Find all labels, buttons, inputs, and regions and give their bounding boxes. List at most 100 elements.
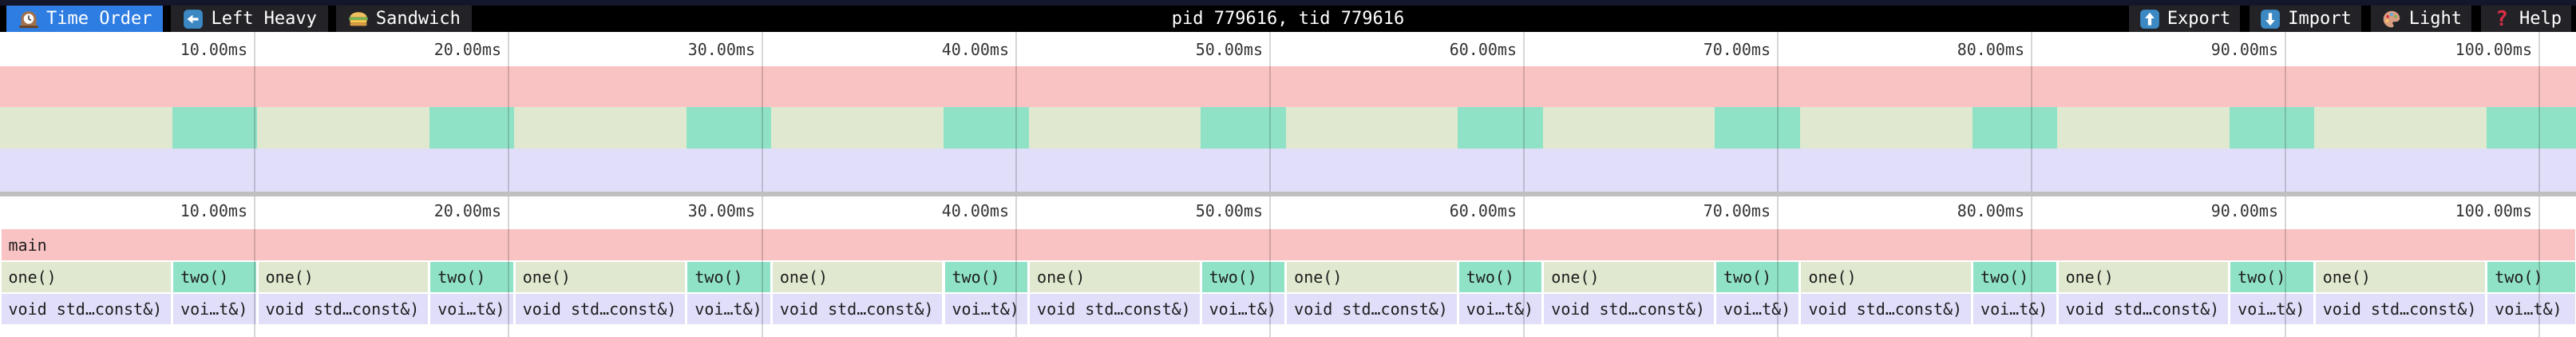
tab-label: Left Heavy <box>211 9 317 29</box>
flame-frame-one[interactable]: one() <box>1544 262 1714 292</box>
flame-frame-void-std-const[interactable]: void std…const&) <box>1801 294 1972 324</box>
left-arrow-icon <box>182 8 204 30</box>
minimap-band-voi-t <box>686 149 772 192</box>
flamegraph-time-ruler: 10.00ms 20.00ms 30.00ms 40.00ms 50.00ms 60.00… <box>0 196 2576 229</box>
flame-frame-one[interactable]: one() <box>772 262 943 292</box>
tab-bar: Time Order Left Heavy Sandwich <box>6 6 472 32</box>
button-label: Light <box>2408 9 2463 29</box>
minimap-band-two <box>1972 107 2058 149</box>
flame-frame-void-std-const[interactable]: void std…const&) <box>2315 294 2486 324</box>
button-label: Export <box>2166 9 2231 29</box>
minimap-band-two <box>1201 107 1286 149</box>
flame-frame-void-std-const[interactable]: void std…const&) <box>1 294 172 324</box>
flame-frame-one[interactable]: one() <box>2315 262 2486 292</box>
time-tick-label: 50.00ms <box>1195 201 1263 220</box>
minimap-band-voi-t <box>429 149 515 192</box>
flame-frame-void-std-const[interactable]: void std…const&) <box>772 294 943 324</box>
flame-frame-two[interactable]: two() <box>687 262 770 292</box>
time-tick-label: 30.00ms <box>687 201 755 220</box>
minimap-band-two <box>1458 107 1543 149</box>
resize-handle[interactable] <box>0 192 2576 196</box>
flame-frame-one[interactable]: one() <box>2058 262 2229 292</box>
flame-frame-voi-t[interactable]: voi…t&) <box>430 294 513 324</box>
minimap-band-one <box>2057 107 2230 149</box>
time-tick-label: 70.00ms <box>1703 201 1771 220</box>
flame-frame-void-std-const[interactable]: void std…const&) <box>2058 294 2229 324</box>
flame-frame-one[interactable]: one() <box>1287 262 1457 292</box>
minimap-band-void-std-const <box>1799 149 1973 192</box>
button-label: Import <box>2288 9 2352 29</box>
clock-icon <box>18 8 40 30</box>
minimap-band-voi-t <box>2229 149 2315 192</box>
flame-frame-one[interactable]: one() <box>258 262 429 292</box>
minimap-overview[interactable]: 10.00ms 20.00ms 30.00ms 40.00ms 50.00ms 60.00… <box>0 32 2576 192</box>
minimap-band-one <box>257 107 429 149</box>
sandwich-icon <box>347 8 370 30</box>
flame-frame-two[interactable]: two() <box>430 262 513 292</box>
flame-frame-main[interactable]: main <box>1 229 2576 260</box>
flame-frame-voi-t[interactable]: voi…t&) <box>173 294 256 324</box>
minimap-band-void-std-const <box>2057 149 2230 192</box>
flame-frame-voi-t[interactable]: voi…t&) <box>687 294 770 324</box>
flame-frame-void-std-const[interactable]: void std…const&) <box>1544 294 1714 324</box>
flame-frame-void-std-const[interactable]: void std…const&) <box>515 294 686 324</box>
export-button[interactable]: Export <box>2128 6 2241 32</box>
flame-frame-voi-t[interactable]: voi…t&) <box>1201 294 1285 324</box>
flame-frame-two[interactable]: two() <box>1715 262 1799 292</box>
flame-frame-voi-t[interactable]: voi…t&) <box>2230 294 2313 324</box>
time-tick-label: 100.00ms <box>2455 40 2532 59</box>
tab-time-order[interactable]: Time Order <box>6 6 164 32</box>
time-tick-label: 20.00ms <box>433 201 501 220</box>
flame-frame-two[interactable]: two() <box>173 262 256 292</box>
flame-frame-voi-t[interactable]: voi…t&) <box>944 294 1028 324</box>
flame-frame-two[interactable]: two() <box>1973 262 2056 292</box>
time-tick-label: 80.00ms <box>1957 201 2024 220</box>
minimap-band-voi-t <box>172 149 258 192</box>
flame-frame-one[interactable]: one() <box>515 262 686 292</box>
flame-frame-one[interactable]: one() <box>1030 262 1200 292</box>
minimap-band-main <box>0 66 2576 107</box>
flame-frame-two[interactable]: two() <box>2230 262 2313 292</box>
flame-frame-two[interactable]: two() <box>944 262 1028 292</box>
flame-frame-voi-t[interactable]: voi…t&) <box>2487 294 2576 324</box>
import-button[interactable]: Import <box>2250 6 2361 32</box>
time-tick-label: 90.00ms <box>2210 201 2278 220</box>
time-tick-label: 80.00ms <box>1957 40 2024 59</box>
tab-sandwich[interactable]: Sandwich <box>335 6 472 32</box>
flame-frame-two[interactable]: two() <box>1458 262 1542 292</box>
palette-icon <box>2380 8 2403 30</box>
time-tick-label: 70.00ms <box>1703 40 1771 59</box>
minimap-band-void-std-const <box>0 149 172 192</box>
minimap-band-void-std-const <box>771 149 944 192</box>
export-arrow-icon <box>2139 8 2161 30</box>
toolbar-buttons: Export Import Light ? Help <box>2128 6 2571 32</box>
minimap-time-ruler: 10.00ms 20.00ms 30.00ms 40.00ms 50.00ms 60.00… <box>0 32 2576 66</box>
flame-frame-voi-t[interactable]: voi…t&) <box>1973 294 2056 324</box>
flame-frame-one[interactable]: one() <box>1801 262 1972 292</box>
flame-frame-void-std-const[interactable]: void std…const&) <box>258 294 429 324</box>
minimap-band-one <box>2314 107 2487 149</box>
flame-frame-voi-t[interactable]: voi…t&) <box>1458 294 1542 324</box>
flame-frame-one[interactable]: one() <box>1 262 172 292</box>
light-button[interactable]: Light <box>2370 6 2472 32</box>
minimap-band-one <box>1799 107 1973 149</box>
flame-frame-two[interactable]: two() <box>2487 262 2576 292</box>
minimap-band-voi-t <box>2486 149 2576 192</box>
time-tick-label: 10.00ms <box>180 201 247 220</box>
minimap-band-void-std-const <box>514 149 687 192</box>
minimap-band-two <box>2229 107 2315 149</box>
time-tick-label: 20.00ms <box>433 40 501 59</box>
tab-left-heavy[interactable]: Left Heavy <box>171 6 328 32</box>
tab-label: Time Order <box>46 9 152 29</box>
minimap-band-two <box>2486 107 2576 149</box>
flame-frame-voi-t[interactable]: voi…t&) <box>1715 294 1799 324</box>
flame-frame-two[interactable]: two() <box>1201 262 1285 292</box>
flamegraph-view[interactable]: 10.00ms 20.00ms 30.00ms 40.00ms 50.00ms 60.00… <box>0 196 2576 337</box>
minimap-band-two <box>944 107 1029 149</box>
flame-frame-void-std-const[interactable]: void std…const&) <box>1287 294 1457 324</box>
minimap-band-one <box>514 107 687 149</box>
flame-frame-void-std-const[interactable]: void std…const&) <box>1030 294 1200 324</box>
help-button[interactable]: ? Help <box>2481 6 2571 32</box>
minimap-band-void-std-const <box>2314 149 2487 192</box>
minimap-band-voi-t <box>1201 149 1286 192</box>
